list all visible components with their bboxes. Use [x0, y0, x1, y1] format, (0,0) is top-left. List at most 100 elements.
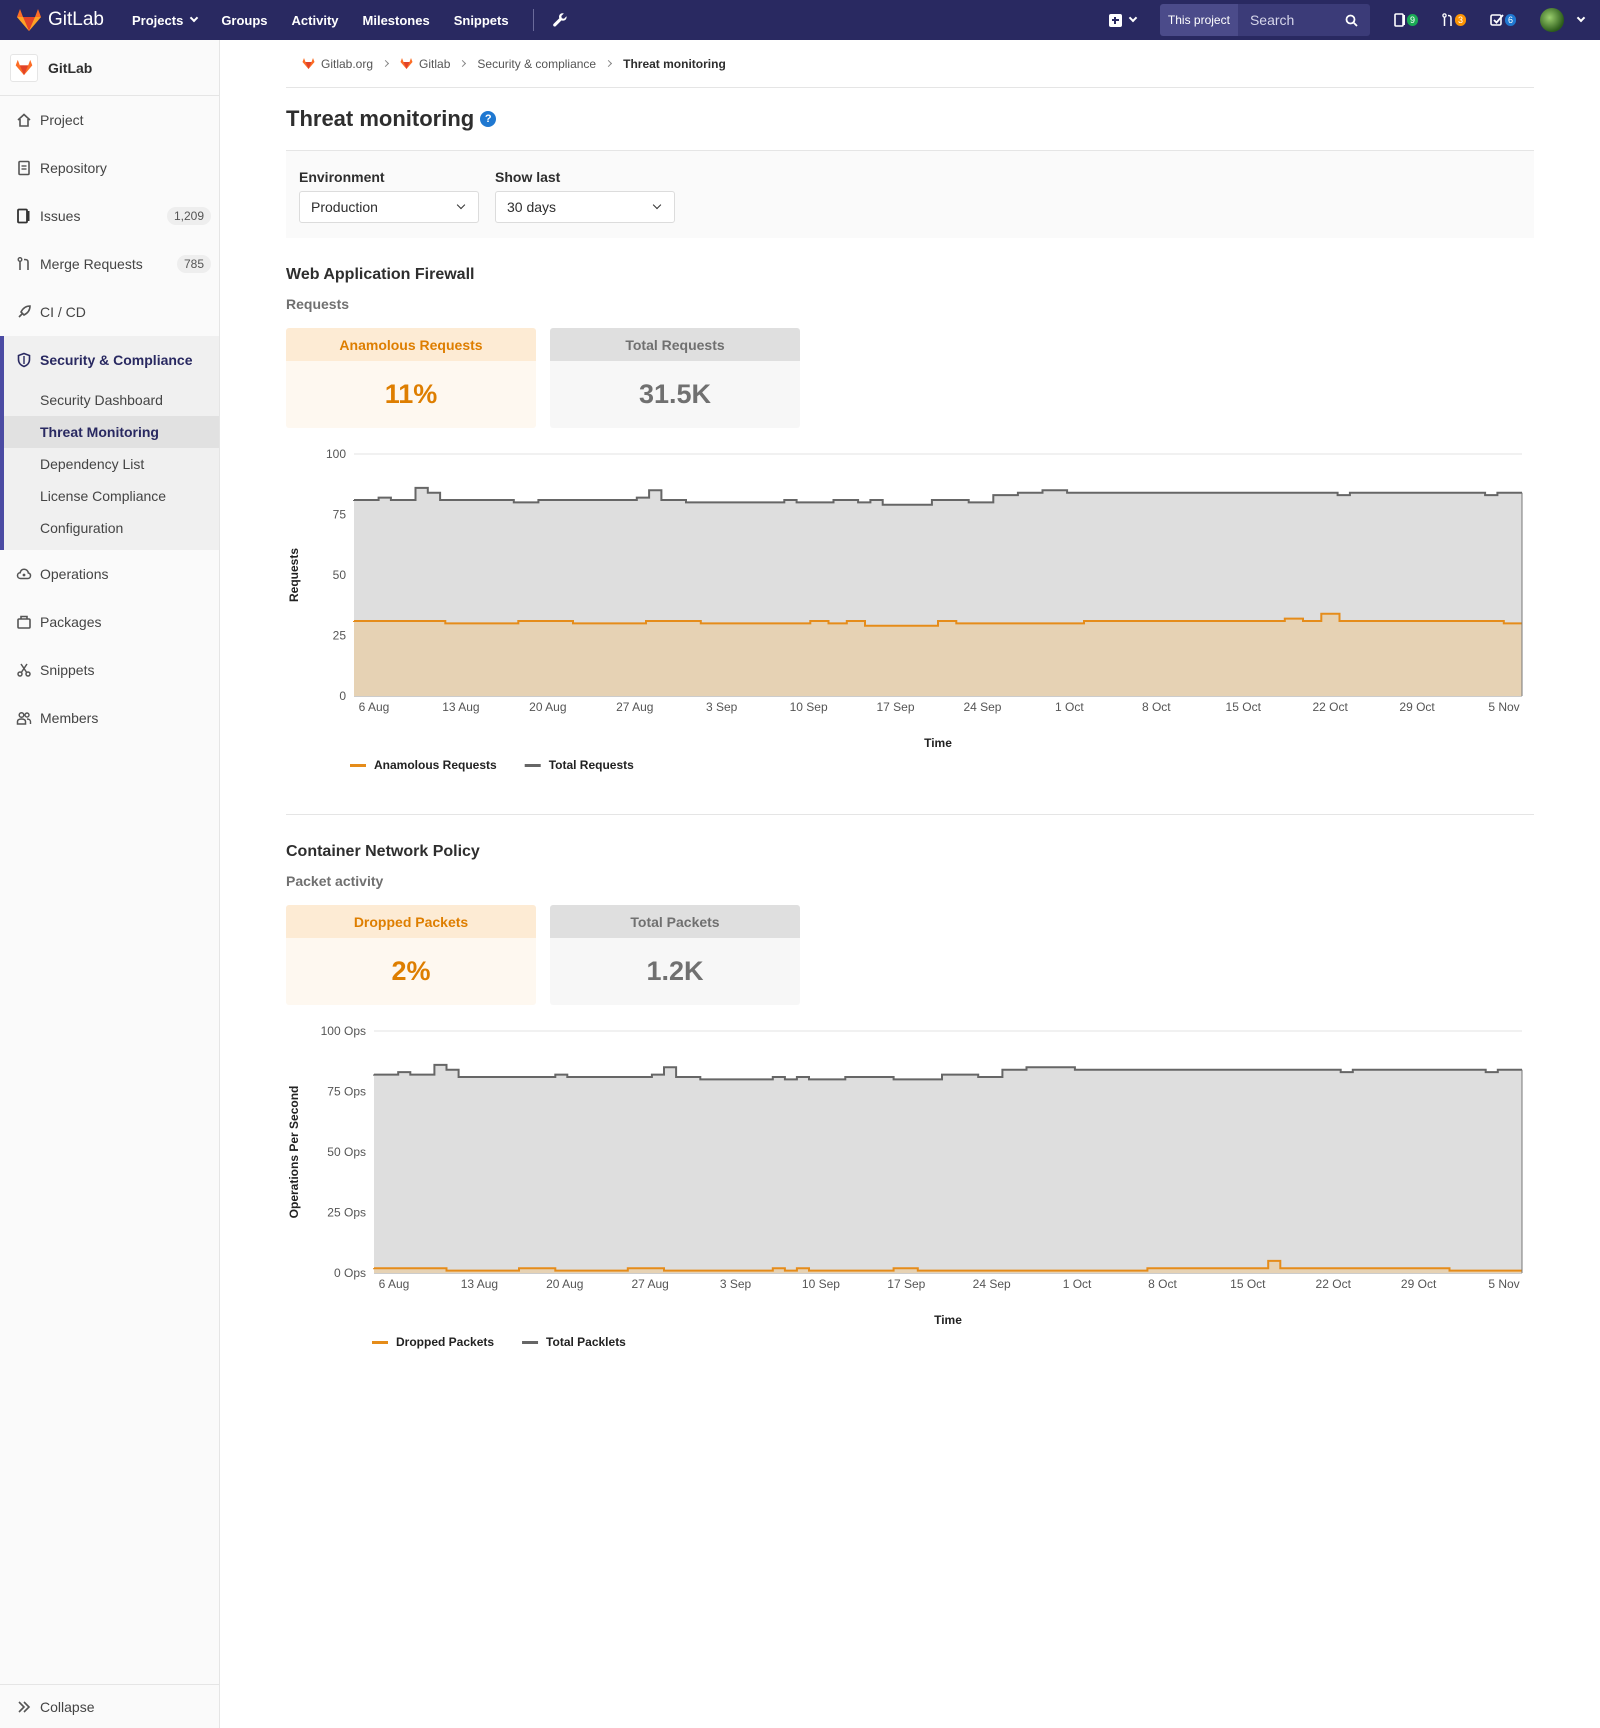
legend-item[interactable]: Dropped Packets: [372, 1335, 494, 1349]
nav-snippets[interactable]: Snippets: [453, 12, 509, 28]
gitlab-logo-icon: [15, 59, 33, 76]
double-chevron-right-icon: [18, 1700, 31, 1713]
issues-counter[interactable]: 9: [1394, 13, 1418, 27]
nav-activity[interactable]: Activity: [291, 12, 339, 28]
legend-item[interactable]: Anamolous Requests: [350, 758, 497, 772]
nav-projects[interactable]: Projects: [132, 13, 199, 28]
x-tick-label: 1 Oct: [1055, 700, 1084, 714]
anomalous-series-line[interactable]: [353, 612, 1522, 627]
y-axis-title: Requests: [287, 548, 301, 602]
sidebar-collapse-button[interactable]: Collapse: [0, 1684, 219, 1728]
filters-bar: Environment Production Show last 30 days: [286, 150, 1534, 238]
sidebar-item-packages[interactable]: Packages: [0, 598, 219, 646]
sidebar-item-snippets[interactable]: Snippets: [0, 646, 219, 694]
card-label: Total Requests: [550, 328, 800, 361]
environment-select[interactable]: Production: [299, 191, 479, 223]
show-last-select[interactable]: 30 days: [495, 191, 675, 223]
anomalous-series-area: [374, 1260, 1522, 1273]
x-tick-label: 13 Aug: [461, 1277, 498, 1291]
sidebar-subitem-dependency-list[interactable]: Dependency List: [40, 456, 145, 472]
sidebar-subitem-license-compliance[interactable]: License Compliance: [40, 488, 167, 504]
sidebar-subitem-security-dashboard[interactable]: Security Dashboard: [40, 392, 163, 408]
rocket-icon: [18, 305, 31, 318]
sidebar-item-issues[interactable]: Issues 1,209: [0, 192, 219, 240]
legend-label: Anamolous Requests: [374, 758, 497, 772]
sidebar-subitem-configuration[interactable]: Configuration: [40, 520, 124, 536]
x-tick-label: 29 Oct: [1401, 1277, 1437, 1291]
legend-item[interactable]: Total Packlets: [522, 1335, 626, 1349]
x-tick-label: 3 Sep: [706, 700, 738, 714]
todos-counter[interactable]: 6: [1490, 13, 1516, 27]
total-series-line[interactable]: [373, 1063, 1522, 1081]
sidebar-subitem-threat-monitoring[interactable]: Threat Monitoring: [4, 416, 219, 448]
sidebar-item-ci-cd[interactable]: CI / CD: [0, 288, 219, 336]
sidebar-item-operations[interactable]: Operations: [0, 550, 219, 598]
users-icon: [16, 711, 32, 725]
gitlab-logo-icon: [17, 9, 41, 31]
sidebar-item-label: Repository: [40, 160, 107, 176]
x-tick-label: 8 Oct: [1148, 1277, 1177, 1291]
chevron-down-icon: [652, 200, 662, 210]
legend-swatch: [372, 1341, 388, 1344]
sidebar-item-label: Merge Requests: [40, 256, 143, 272]
card-label: Total Packets: [550, 905, 800, 938]
nav-groups[interactable]: Groups: [221, 12, 268, 28]
todos-count-badge: 6: [1504, 14, 1516, 26]
x-tick-label: 22 Oct: [1312, 700, 1348, 714]
main-nav-links: Projects Groups Activity Milestones Snip…: [132, 9, 568, 31]
user-avatar[interactable]: [1540, 8, 1564, 32]
waf-section-subtitle: Requests: [286, 296, 350, 312]
wrench-icon[interactable]: [552, 12, 568, 28]
x-tick-label: 8 Oct: [1142, 700, 1171, 714]
chevron-down-icon[interactable]: [1576, 13, 1586, 23]
chevron-down-icon: [1128, 13, 1138, 23]
help-icon[interactable]: ?: [480, 111, 497, 127]
sidebar-item-merge-requests[interactable]: Merge Requests 785: [0, 240, 219, 288]
page-title-text: Threat monitoring: [286, 106, 475, 131]
total-series-line[interactable]: [353, 486, 1522, 506]
sidebar-item-members[interactable]: Members: [0, 694, 219, 742]
chevron-right-icon: [381, 59, 390, 68]
anomalous-series-area: [354, 613, 1522, 696]
sidebar-item-label: Snippets: [40, 662, 95, 678]
sidebar-group-security: Security & Compliance Security Dashboard…: [0, 336, 219, 550]
sidebar-project-header[interactable]: GitLab: [0, 40, 219, 96]
legend-item[interactable]: Total Requests: [524, 758, 634, 772]
card-value: 2%: [286, 938, 536, 1005]
search-icon: [1345, 14, 1358, 27]
environment-label: Environment: [299, 169, 385, 185]
cloud-icon: [16, 568, 32, 580]
breadcrumb-section[interactable]: Security & compliance: [477, 56, 597, 71]
search-input[interactable]: Search: [1237, 4, 1370, 36]
x-tick-label: 15 Oct: [1226, 700, 1262, 714]
legend-label: Dropped Packets: [396, 1335, 494, 1349]
merge-requests-counter[interactable]: 3: [1442, 13, 1466, 27]
home-icon: [17, 113, 31, 127]
search-scope[interactable]: This project: [1159, 4, 1238, 36]
sidebar-item-label: Issues: [40, 208, 81, 224]
sidebar-item-project[interactable]: Project: [0, 96, 219, 144]
y-axis-title: Operations Per Second: [287, 1086, 301, 1219]
x-tick-label: 17 Sep: [877, 700, 915, 714]
cnp-section-subtitle: Packet activity: [286, 873, 384, 889]
nav-milestones[interactable]: Milestones: [362, 12, 430, 28]
sidebar-item-label: Security & Compliance: [40, 352, 193, 368]
breadcrumb-project[interactable]: Gitlab: [419, 56, 451, 71]
sidebar-item-label: Packages: [40, 614, 102, 630]
gitlab-home-link[interactable]: GitLab: [16, 8, 116, 32]
y-tick-label: 0 Ops: [334, 1266, 366, 1280]
brand-name: GitLab: [48, 9, 104, 30]
sidebar-item-repository[interactable]: Repository: [0, 144, 219, 192]
x-tick-label: 13 Aug: [442, 700, 479, 714]
environment-value: Production: [311, 199, 378, 215]
issues-icon: [1394, 13, 1405, 27]
anomalous-series-line[interactable]: [373, 1259, 1522, 1272]
x-tick-label: 27 Aug: [616, 700, 653, 714]
breadcrumb-group[interactable]: Gitlab.org: [321, 56, 374, 71]
waf-stat-cards: Anamolous Requests 11% Total Requests 31…: [286, 328, 1534, 428]
x-tick-label: 6 Aug: [379, 1277, 410, 1291]
breadcrumb-current[interactable]: Threat monitoring: [623, 56, 726, 71]
x-tick-label: 24 Sep: [973, 1277, 1011, 1291]
new-dropdown[interactable]: [1108, 13, 1138, 27]
sidebar-item-security-compliance[interactable]: Security & Compliance: [4, 336, 219, 384]
